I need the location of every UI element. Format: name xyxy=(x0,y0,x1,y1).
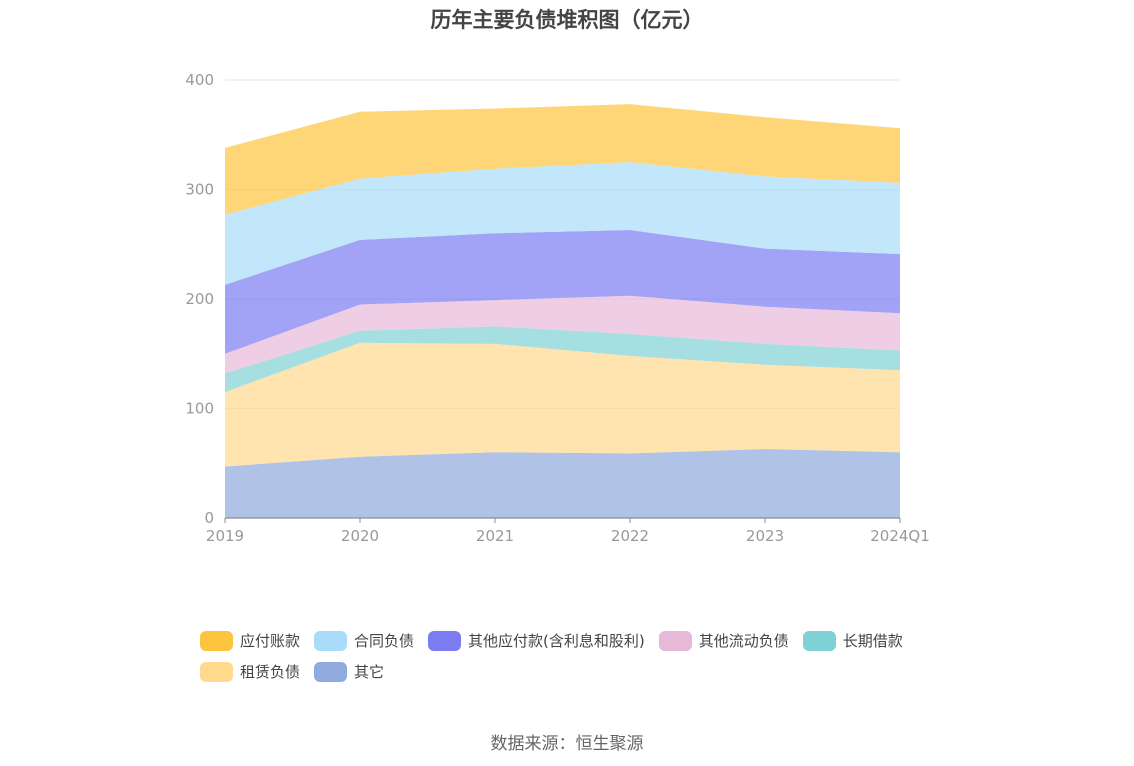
x-tick-label: 2023 xyxy=(746,527,784,545)
legend: 应付账款 合同负债 其他应付款(含利息和股利) 其他流动负债 长期借款租赁负债 其它 xyxy=(200,630,960,682)
legend-item[interactable]: 长期借款 xyxy=(802,630,903,651)
y-tick-label: 300 xyxy=(185,181,214,199)
chart-title: 历年主要负债堆积图（亿元） xyxy=(430,8,704,32)
y-tick-label: 0 xyxy=(204,509,214,527)
y-tick-label: 100 xyxy=(185,400,214,418)
legend-item[interactable]: 其他应付款(含利息和股利) xyxy=(428,630,645,651)
area-长期借款[interactable] xyxy=(225,326,900,393)
legend-swatch xyxy=(314,661,348,682)
legend-label: 租赁负债 xyxy=(240,663,301,681)
legend-label: 其他应付款(含利息和股利) xyxy=(468,632,645,650)
legend-item[interactable]: 应付账款 xyxy=(200,630,300,651)
legend-swatch xyxy=(802,630,836,651)
legend-swatch xyxy=(200,661,233,682)
x-tick-label: 2024Q1 xyxy=(870,527,930,545)
legend-item[interactable]: 其它 xyxy=(314,661,384,682)
y-tick-label: 400 xyxy=(185,71,214,89)
legend-label: 长期借款 xyxy=(842,632,903,650)
legend-item[interactable]: 合同负债 xyxy=(314,630,414,651)
area-其他应付款(含利息和股利)[interactable] xyxy=(225,230,900,354)
legend-label: 其它 xyxy=(354,663,385,681)
x-tick-label: 2022 xyxy=(611,527,649,545)
axes: 0 100 200 300 400 2019 2020 2021 2022 2023 2024Q1 xyxy=(185,71,929,545)
legend-swatch xyxy=(314,630,348,651)
area-合同负债[interactable] xyxy=(225,162,900,285)
legend-item[interactable]: 租赁负债 xyxy=(200,661,300,682)
legend-swatch xyxy=(658,630,692,651)
area-租赁负债[interactable] xyxy=(225,342,900,467)
area-其它[interactable] xyxy=(225,449,900,518)
legend-item[interactable]: 其他流动负债 xyxy=(658,630,789,651)
stacked-area-chart: 0 100 200 300 400 2019 2020 2021 2022 2023 2024Q1 xyxy=(185,71,929,545)
x-tick-label: 2020 xyxy=(341,527,379,545)
legend-swatch xyxy=(428,630,462,651)
legend-label: 其他流动负债 xyxy=(698,632,789,650)
area-其他流动负债[interactable] xyxy=(225,295,900,374)
x-tick-label: 2019 xyxy=(206,527,244,545)
y-tick-label: 200 xyxy=(185,290,214,308)
legend-label: 合同负债 xyxy=(354,632,415,650)
legend-swatch xyxy=(200,630,233,651)
legend-label: 应付账款 xyxy=(240,632,301,650)
area-应付账款[interactable] xyxy=(225,104,900,215)
data-source: 数据来源：恒生聚源 xyxy=(490,734,644,754)
x-tick-label: 2021 xyxy=(476,527,514,545)
area-series xyxy=(225,104,900,518)
